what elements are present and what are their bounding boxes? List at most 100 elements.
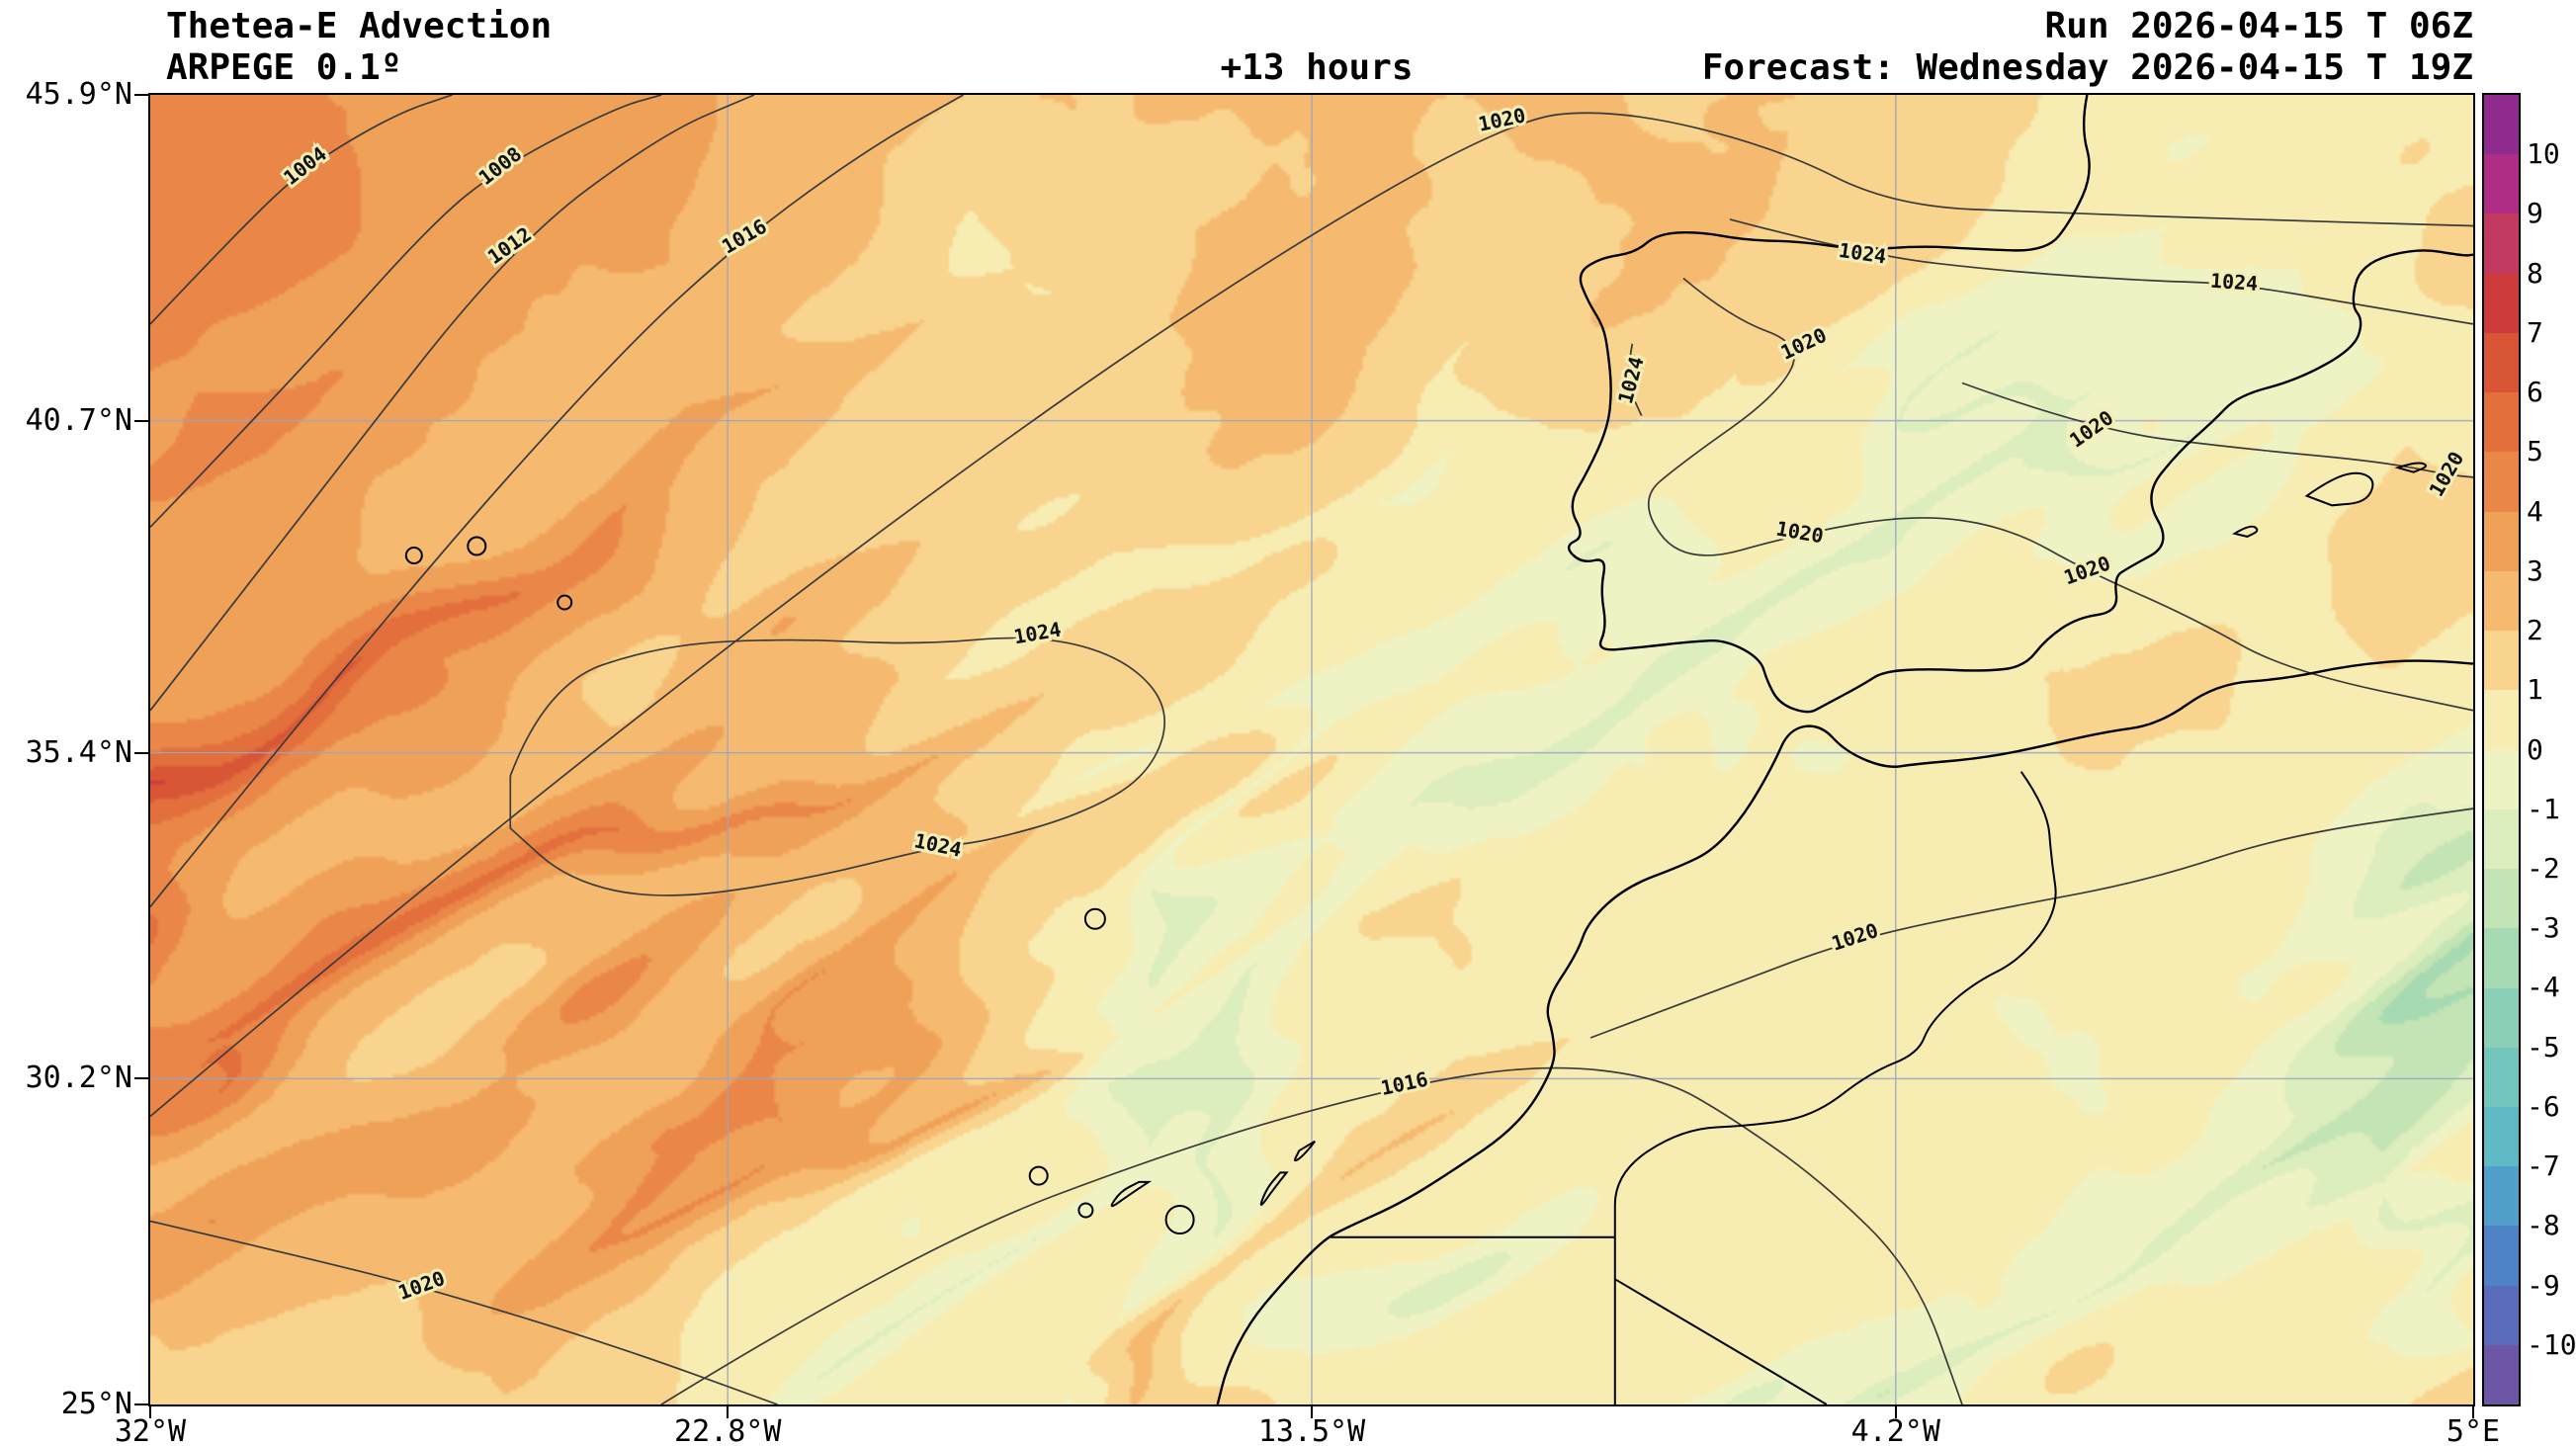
island-coastline (1164, 1205, 1195, 1234)
colorbar-segment (2484, 749, 2519, 809)
colorbar-tick-label: -2 (2527, 851, 2560, 885)
isobar-line (150, 1220, 778, 1404)
colorbar-segments (2484, 95, 2519, 1405)
colorbar-tick-label: -8 (2527, 1209, 2560, 1242)
lat-tick-mark (134, 419, 148, 422)
contour-label: 1024 (1012, 617, 1064, 648)
colorbar-tick-label: -10 (2527, 1327, 2576, 1361)
island-coastline (1077, 1202, 1094, 1219)
isobar-line (1589, 808, 2473, 1039)
contour-label: 1020 (1476, 103, 1527, 135)
lon-tick-mark (727, 1406, 730, 1418)
map-overlay-svg: 1004 1008 1012 1016 1020 1024 1024 1020 1024 1020… (150, 95, 2473, 1404)
colorbar-segment (2484, 1344, 2519, 1405)
island-coastline (1083, 907, 1106, 930)
colorbar-tick-label: -9 (2527, 1268, 2560, 1302)
colorbar-segment (2484, 511, 2519, 571)
isobar-line (1648, 277, 2473, 712)
colorbar-segment (2484, 332, 2519, 393)
colorbar-segment (2484, 808, 2519, 870)
isobar-lines (150, 95, 2473, 1404)
island-coastline (2394, 462, 2427, 473)
colorbar-segment (2484, 1166, 2519, 1227)
colorbar-segment (2484, 1106, 2519, 1167)
lon-tick-mark (149, 1406, 151, 1418)
colorbar-tick-label: -7 (2527, 1149, 2560, 1183)
island-coastline (2231, 525, 2259, 538)
colorbar-tick-label: -3 (2527, 911, 2560, 945)
colorbar-segment (2484, 273, 2519, 333)
colorbar-tick-label: 6 (2527, 376, 2543, 409)
lat-tick-mark (134, 94, 148, 96)
coastline (1567, 95, 2473, 714)
isobar-line (509, 637, 1166, 896)
page-title: Thetea-E Advection (166, 6, 553, 46)
lon-tick-label: 5°E (2446, 1414, 2501, 1446)
lon-tick-label: 32°W (114, 1414, 187, 1446)
lat-tick-mark (134, 1077, 148, 1080)
coastlines (404, 95, 2473, 1404)
lon-tick-label: 22.8°W (674, 1414, 782, 1446)
contour-label: 1004 (279, 141, 331, 190)
lead-time-label: +13 hours (1220, 47, 1414, 88)
lon-tick-label: 4.2°W (1850, 1414, 1940, 1446)
colorbar-tick-label: -4 (2527, 971, 2560, 1004)
island-coastline (404, 547, 423, 564)
isobar-line (1961, 382, 2473, 478)
colorbar-tick-label: 10 (2527, 137, 2560, 171)
colorbar-segment (2484, 1226, 2519, 1286)
contour-label: 1020 (2061, 551, 2113, 589)
country-border (1613, 771, 2057, 1237)
colorbar-tick-label: -5 (2527, 1030, 2560, 1063)
lon-tick-mark (2472, 1406, 2474, 1418)
lat-tick-label: 25°N (60, 1387, 132, 1421)
isobar-line (1628, 343, 1643, 416)
graticule-lines (150, 95, 2473, 1404)
lat-tick-label: 45.9°N (25, 77, 132, 112)
run-label: Run 2026-04-15 T 06Z (2044, 6, 2473, 46)
colorbar-segment (2484, 987, 2519, 1048)
contour-label: 1024 (912, 828, 964, 861)
colorbar-segment (2484, 213, 2519, 274)
colorbar-tick-label: 4 (2527, 494, 2543, 528)
contour-label: 1020 (1829, 918, 1881, 956)
forecast-label: Forecast: Wednesday 2026-04-15 T 19Z (1701, 47, 2473, 88)
colorbar-segment (2484, 690, 2519, 750)
lat-tick-label: 35.4°N (25, 734, 132, 770)
isobar-line (1729, 218, 2473, 325)
island-coastline (1028, 1165, 1049, 1186)
lon-tick-mark (1894, 1406, 1897, 1418)
island-coastline (2304, 471, 2374, 507)
lat-tick-mark (134, 1403, 148, 1405)
contour-label: 1024 (1838, 238, 1888, 268)
colorbar-segment (2484, 392, 2519, 453)
colorbar-tick-label: 0 (2527, 732, 2543, 766)
contour-label: 1024 (1613, 354, 1649, 406)
colorbar-tick-label: 3 (2527, 553, 2543, 587)
contour-label: 1024 (2209, 269, 2259, 296)
colorbar-tick-label: 5 (2527, 435, 2543, 468)
colorbar-segment (2484, 631, 2519, 691)
coastline (1216, 659, 2473, 1404)
country-border (1614, 1278, 1828, 1404)
lon-tick-mark (1311, 1406, 1313, 1418)
map-plot-area: 1004 1008 1012 1016 1020 1024 1024 1020 1024 1020… (148, 93, 2475, 1406)
island-coastline (557, 594, 573, 611)
isobar-line (150, 95, 964, 908)
contour-label: 1020 (395, 1266, 448, 1305)
contour-labels: 1004 1008 1012 1016 1020 1024 1024 1020 1024 1020… (276, 100, 2471, 1308)
colorbar-segment (2484, 928, 2519, 988)
colorbar (2482, 93, 2521, 1406)
contour-label: 1016 (718, 214, 771, 259)
colorbar-segment (2484, 1285, 2519, 1345)
contour-label: 1012 (483, 222, 536, 269)
colorbar-segment (2484, 1047, 2519, 1107)
contour-label: 1016 (1379, 1066, 1430, 1099)
contour-label: 1020 (1774, 516, 1826, 548)
lon-tick-label: 13.5°W (1257, 1414, 1366, 1446)
contour-label: 1020 (2065, 405, 2117, 452)
island-coastline (1259, 1171, 1289, 1206)
colorbar-tick-label: 1 (2527, 673, 2543, 707)
colorbar-segment (2484, 452, 2519, 512)
